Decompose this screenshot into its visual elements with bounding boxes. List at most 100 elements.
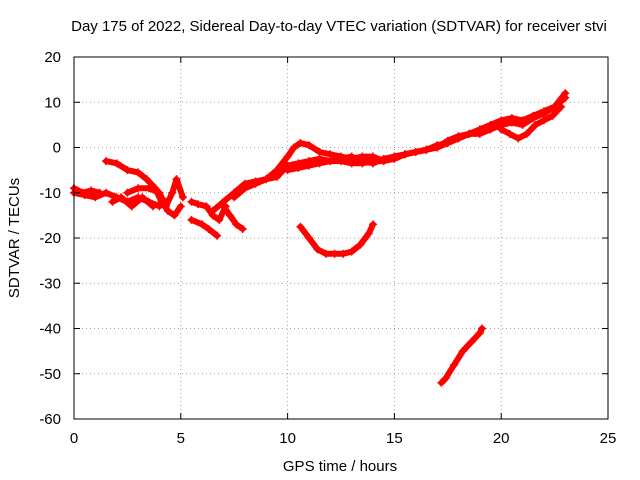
data-point xyxy=(170,211,179,220)
data-point xyxy=(225,211,234,220)
data-point xyxy=(215,215,224,224)
y-tick-label: -50 xyxy=(39,366,61,383)
y-tick-label: -30 xyxy=(39,275,61,292)
data-point xyxy=(337,154,345,163)
data-point xyxy=(144,184,153,193)
data-point xyxy=(187,197,196,206)
data-point xyxy=(467,338,476,347)
data-point xyxy=(475,129,484,138)
data-point xyxy=(198,220,207,229)
data-point xyxy=(313,245,322,254)
data-point xyxy=(369,159,378,168)
data-point xyxy=(283,152,292,161)
data-point xyxy=(358,157,367,166)
x-tick-label: 15 xyxy=(386,430,403,447)
data-point xyxy=(326,157,335,166)
data-point xyxy=(507,118,516,127)
data-point xyxy=(422,145,431,154)
data-point xyxy=(168,188,177,197)
data-point xyxy=(364,229,373,238)
chart-title: Day 175 of 2022, Sidereal Day-to-day VTE… xyxy=(71,18,607,35)
data-point xyxy=(161,202,170,211)
data-point xyxy=(347,152,356,161)
data-point xyxy=(176,202,185,211)
data-point xyxy=(557,102,566,111)
data-point xyxy=(411,148,420,157)
data-point xyxy=(262,175,271,184)
data-point xyxy=(283,166,292,175)
data-point xyxy=(304,161,313,170)
data-point xyxy=(522,129,531,138)
data-point xyxy=(272,172,281,181)
data-point xyxy=(213,231,222,240)
data-point xyxy=(238,224,247,233)
data-point xyxy=(486,125,495,134)
series-arc-3 xyxy=(103,158,184,219)
data-point xyxy=(219,197,228,206)
data-point xyxy=(187,215,196,224)
data-point xyxy=(315,159,324,168)
data-point xyxy=(108,197,117,206)
data-point xyxy=(251,179,260,188)
y-axis-label: SDTVAR / TECUs xyxy=(6,178,23,298)
data-point xyxy=(322,249,331,258)
series-arc-7 xyxy=(188,216,221,239)
data-point xyxy=(315,148,324,157)
data-point xyxy=(458,347,467,356)
data-point xyxy=(172,175,181,184)
data-point xyxy=(232,220,241,229)
data-point xyxy=(347,159,356,168)
axis-ticks: 0 5 10 15 20 25 -60 -50 -40 -30 -20 -10 0 10 20 xyxy=(39,49,616,447)
data-point xyxy=(518,120,527,129)
data-point xyxy=(193,200,202,209)
data-point xyxy=(123,188,132,197)
data-point xyxy=(208,206,217,215)
data-point xyxy=(441,374,450,383)
data-point xyxy=(134,184,143,193)
data-point xyxy=(379,154,388,163)
data-point xyxy=(296,222,305,231)
data-point xyxy=(450,360,459,369)
data-point xyxy=(531,120,540,129)
data-point xyxy=(477,324,486,333)
data-point xyxy=(561,89,570,98)
data-point xyxy=(202,202,211,211)
data-point xyxy=(347,247,356,256)
data-point xyxy=(296,138,305,147)
data-point xyxy=(539,109,548,118)
data-point xyxy=(178,193,187,202)
y-tick-label: -20 xyxy=(39,230,61,247)
data-point xyxy=(142,175,151,184)
data-point xyxy=(123,166,132,175)
data-point xyxy=(304,141,313,150)
y-tick-label: -60 xyxy=(39,411,61,428)
data-point xyxy=(290,143,299,152)
data-point xyxy=(240,184,249,193)
data-point xyxy=(443,138,452,147)
data-point xyxy=(127,202,136,211)
data-point xyxy=(230,193,239,202)
data-point xyxy=(514,134,523,143)
data-point xyxy=(87,186,96,195)
data-point xyxy=(505,129,514,138)
data-point xyxy=(390,152,399,161)
y-tick-label: -40 xyxy=(39,321,61,338)
x-tick-label: 10 xyxy=(279,430,296,447)
data-series xyxy=(70,89,570,387)
data-point xyxy=(454,134,463,143)
y-tick-label: 20 xyxy=(44,49,61,66)
data-point xyxy=(356,240,365,249)
data-point xyxy=(433,141,442,150)
data-point xyxy=(304,234,313,242)
y-tick-label: -10 xyxy=(39,185,61,202)
y-tick-label: 0 xyxy=(53,140,61,157)
data-point xyxy=(497,125,506,134)
data-point xyxy=(155,188,164,197)
data-point xyxy=(339,249,348,258)
x-tick-label: 0 xyxy=(70,430,78,447)
data-point xyxy=(401,150,410,159)
data-point xyxy=(294,163,303,172)
data-point xyxy=(465,129,474,138)
